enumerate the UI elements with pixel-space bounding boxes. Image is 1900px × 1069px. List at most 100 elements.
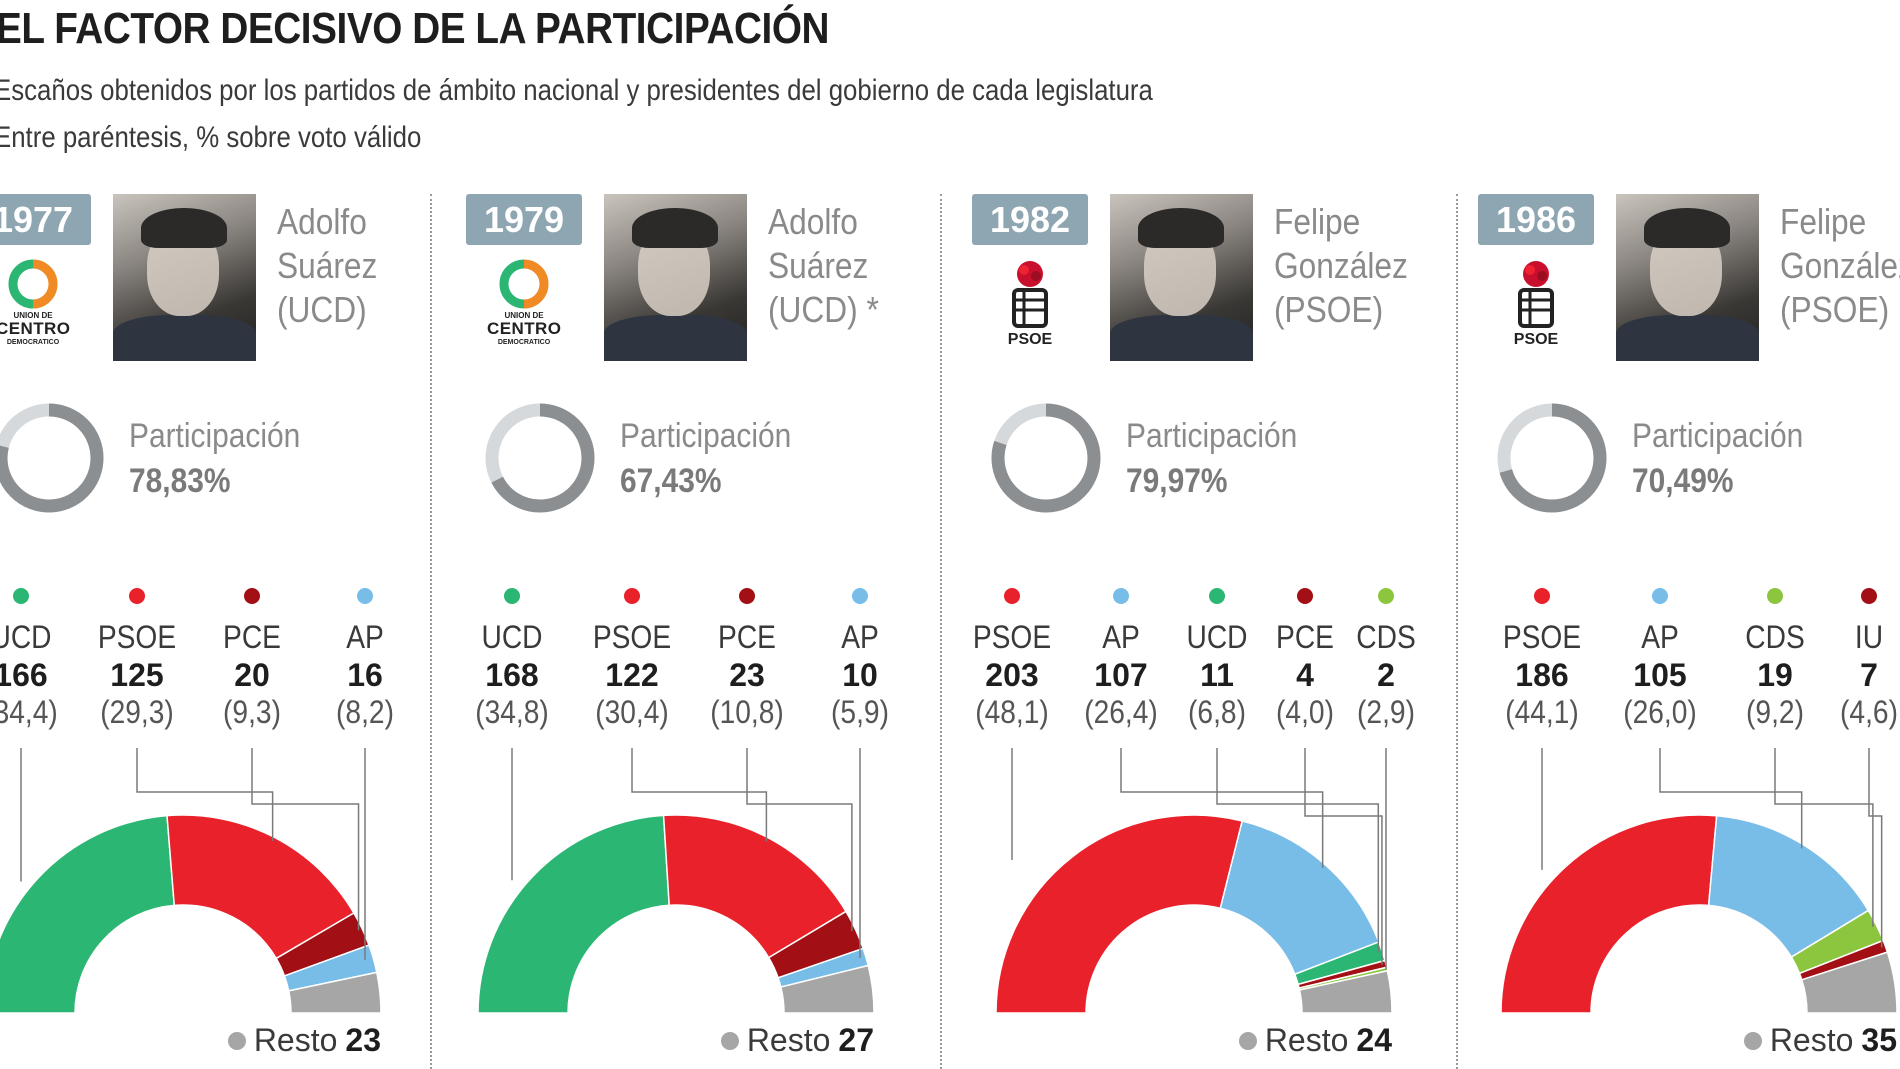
legend-dot (1004, 588, 1020, 604)
party-vote-pct: (4,0) (1276, 694, 1334, 730)
svg-text:PSOE: PSOE (1008, 331, 1053, 348)
legend-dot (1113, 588, 1129, 604)
svg-text:DEMOCRATICO: DEMOCRATICO (498, 339, 551, 346)
legend-psoe: PSOE 125 (29,3) (77, 588, 197, 730)
legend-ucd: UCD 11 (6,8) (1157, 588, 1277, 730)
legend-dot (1534, 588, 1550, 604)
president-name: Felipe González (PSOE) (1780, 200, 1900, 332)
arc-segment-psoe (166, 814, 355, 960)
arc-segment-psoe (995, 814, 1244, 1014)
panel-divider (940, 194, 942, 1069)
election-panel-1979: 1979 UNION DE CENTRO DEMOCRATICO Adolfo … (466, 0, 986, 1069)
leader-line (1659, 748, 1803, 849)
svg-text:DEMOCRATICO: DEMOCRATICO (7, 339, 60, 346)
ucd-logo-icon: UNION DE CENTRO DEMOCRATICO (487, 259, 561, 346)
party-label: UCD (1186, 619, 1248, 655)
legend-dot (244, 588, 260, 604)
party-seats: 166 (0, 657, 48, 693)
donut-turnout (485, 403, 595, 513)
party-vote-pct: (30,4) (595, 694, 669, 730)
legend-psoe: PSOE 186 (44,1) (1482, 588, 1602, 730)
president-photo (1110, 194, 1253, 361)
legend-dot (852, 588, 868, 604)
resto-dot (227, 1031, 246, 1050)
resto-label: Resto 35 (1722, 1022, 1897, 1059)
svg-text:UNION DE: UNION DE (13, 311, 53, 320)
turnout-value: 70,49% (1632, 462, 1734, 500)
legend-dot (357, 588, 373, 604)
legend-psoe: PSOE 122 (30,4) (572, 588, 692, 730)
resto-dot (1743, 1031, 1762, 1050)
arc-segment-resto (779, 964, 875, 1014)
resto-text: Resto (253, 1022, 338, 1058)
party-vote-pct: (48,1) (975, 694, 1049, 730)
president-first-name: Adolfo (277, 201, 367, 242)
turnout-value: 78,83% (129, 462, 231, 500)
year-badge: 1979 (466, 194, 582, 245)
party-seats: 7 (1860, 657, 1878, 693)
subtitle-line-2: Entre paréntesis, % sobre voto válido (0, 121, 422, 154)
party-seats: 2 (1377, 657, 1395, 693)
leader-line (1120, 748, 1324, 868)
party-seats: 23 (729, 657, 765, 693)
party-seats: 16 (347, 657, 383, 693)
president-party: (PSOE) (1780, 289, 1890, 330)
party-label: CDS (1356, 619, 1416, 655)
resto-dot (1238, 1031, 1257, 1050)
president-last-name: Suárez (277, 245, 378, 286)
parliament-arc (477, 748, 875, 1014)
arc-segment-ucd (0, 814, 176, 1014)
legend-dot (13, 588, 29, 604)
election-panel-1986: 1986 PSOE Felipe González (PSOE) Partici… (1478, 0, 1900, 1069)
panel-divider (1456, 194, 1458, 1069)
resto-seats: 35 (1861, 1022, 1897, 1058)
party-label: AP (346, 619, 384, 655)
party-label: CDS (1745, 619, 1805, 655)
party-label: AP (1102, 619, 1140, 655)
resto-dot (720, 1031, 739, 1050)
legend-cds: CDS 19 (9,2) (1715, 588, 1835, 730)
party-seats: 19 (1757, 657, 1793, 693)
party-vote-pct: (9,3) (223, 694, 281, 730)
legend-dot (504, 588, 520, 604)
leader-line (746, 748, 853, 932)
resto-seats: 27 (838, 1022, 874, 1058)
party-vote-pct: (2,9) (1357, 694, 1415, 730)
infographic-title: EL FACTOR DECISIVO DE LA PARTICIPACIÓN (0, 4, 830, 53)
party-vote-pct: (29,3) (100, 694, 174, 730)
legend-dot (1652, 588, 1668, 604)
legend-ap: AP 105 (26,0) (1600, 588, 1720, 730)
party-label: PCE (223, 619, 281, 655)
leader-line (1868, 748, 1883, 948)
president-first-name: Felipe (1780, 201, 1867, 242)
arc-segment-ap (1219, 820, 1380, 976)
year-badge: 1986 (1478, 194, 1594, 245)
party-vote-pct: (26,0) (1623, 694, 1697, 730)
president-photo (604, 194, 747, 361)
svg-text:PSOE: PSOE (1514, 331, 1559, 348)
turnout-donut (1497, 403, 1607, 513)
party-vote-pct: (44,1) (1505, 694, 1579, 730)
president-party: (UCD) * (768, 289, 879, 330)
party-label: PSOE (97, 619, 177, 655)
parliament-arc (995, 748, 1393, 1014)
party-seats: 107 (1094, 657, 1148, 693)
legend-ap: AP 10 (5,9) (800, 588, 920, 730)
party-label: PSOE (972, 619, 1052, 655)
president-first-name: Adolfo (768, 201, 858, 242)
turnout-value: 79,97% (1126, 462, 1228, 500)
party-seats: 122 (605, 657, 659, 693)
party-label: PCE (1276, 619, 1334, 655)
legend-dot (1297, 588, 1313, 604)
president-first-name: Felipe (1274, 201, 1361, 242)
party-label: IU (1854, 619, 1884, 655)
president-party: (PSOE) (1274, 289, 1384, 330)
turnout-donut (991, 403, 1101, 513)
president-party: (UCD) (277, 289, 367, 330)
turnout-label: Participación (129, 417, 301, 455)
year-badge: 1982 (972, 194, 1088, 245)
legend-dot (739, 588, 755, 604)
donut-turnout (1497, 403, 1607, 513)
legend-cds: CDS 2 (2,9) (1326, 588, 1446, 730)
legend-ap: AP 16 (8,2) (305, 588, 425, 730)
